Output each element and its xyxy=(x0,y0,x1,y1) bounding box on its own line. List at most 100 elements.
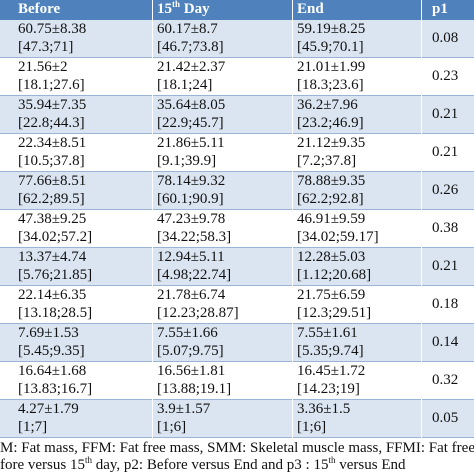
mean-sd: 3.9±1.57 xyxy=(157,401,211,417)
mean-sd: 21.86±5.11 xyxy=(157,135,225,151)
p-value: 0.14 xyxy=(432,334,459,350)
mean-sd: 13.37±4.74 xyxy=(18,249,87,265)
superscript: th xyxy=(172,0,181,9)
range: [12.3;29.51] xyxy=(297,305,372,321)
range: [13.83;16.7] xyxy=(18,381,93,397)
row-background xyxy=(0,400,474,438)
mean-sd: 36.2±7.96 xyxy=(297,97,358,113)
row-divider xyxy=(0,133,474,134)
p-value: 0.23 xyxy=(432,68,459,84)
p-value: 0.18 xyxy=(432,296,459,312)
mean-sd: 60.17±8.7 xyxy=(157,21,218,37)
range: [5.35;9.74] xyxy=(297,343,364,359)
range: [18.1;27.6] xyxy=(18,77,85,93)
range: [47.3;71] xyxy=(18,39,74,55)
mean-sd: 16.56±1.81 xyxy=(157,363,226,379)
mean-sd: 21.78±6.74 xyxy=(157,287,226,303)
mean-sd: 7.55±1.66 xyxy=(157,325,218,341)
p-value: 0.08 xyxy=(432,30,459,46)
text-segment: Before xyxy=(18,1,61,17)
mean-sd: 21.75±6.59 xyxy=(297,287,366,303)
column-divider xyxy=(292,0,293,438)
footnote-line: M: Fat mass, FFM: Fat free mass, SMM: Sk… xyxy=(0,440,474,457)
row-divider xyxy=(0,57,474,58)
header-cell: p1 xyxy=(432,1,448,18)
range: [7.2;37.8] xyxy=(297,153,357,169)
text-segment: p1 xyxy=(432,1,448,17)
row-divider xyxy=(0,361,474,362)
row-background xyxy=(0,20,474,58)
text-segment: Day xyxy=(180,1,210,17)
superscript: th xyxy=(84,455,92,465)
range: [5.07;9.75] xyxy=(157,343,224,359)
mean-sd: 47.23±9.78 xyxy=(157,211,226,227)
mean-sd: 22.14±6.35 xyxy=(18,287,87,303)
row-divider xyxy=(0,247,474,248)
text-segment: fore versus 15 xyxy=(0,457,85,473)
header-cell: 15th Day xyxy=(157,0,210,18)
p-value: 0.05 xyxy=(432,410,459,426)
mean-sd: 7.69±1.53 xyxy=(18,325,79,341)
range: [60.1;90.9] xyxy=(157,191,224,207)
range: [34.02;57.2] xyxy=(18,229,93,245)
mean-sd: 21.42±2.37 xyxy=(157,59,226,75)
range: [4.98;22.74] xyxy=(157,267,232,283)
p-value: 0.21 xyxy=(432,106,459,122)
p-value: 0.32 xyxy=(432,372,459,388)
mean-sd: 22.34±8.51 xyxy=(18,135,87,151)
row-divider xyxy=(0,209,474,210)
range: [22.8;44.3] xyxy=(18,115,85,131)
footnote-line: fore versus 15th day, p2: Before versus … xyxy=(0,455,406,474)
mean-sd: 35.94±7.35 xyxy=(18,97,87,113)
mean-sd: 78.14±9.32 xyxy=(157,173,226,189)
row-divider xyxy=(0,399,474,400)
text-segment: 15 xyxy=(157,1,172,17)
range: [1;6] xyxy=(157,419,187,435)
range: [5.76;21.85] xyxy=(18,267,93,283)
row-divider xyxy=(0,171,474,172)
range: [34.22;58.3] xyxy=(157,229,232,245)
p-value: 0.21 xyxy=(432,258,459,274)
range: [9.1;39.9] xyxy=(157,153,217,169)
range: [46.7;73.8] xyxy=(157,39,224,55)
text-segment: M: Fat mass, FFM: Fat free mass, SMM: Sk… xyxy=(0,440,474,456)
mean-sd: 21.01±1.99 xyxy=(297,59,366,75)
mean-sd: 35.64±8.05 xyxy=(157,97,226,113)
header-cell: End xyxy=(297,1,324,18)
mean-sd: 3.36±1.5 xyxy=(297,401,351,417)
range: [62.2;92.8] xyxy=(297,191,364,207)
row-background xyxy=(0,324,474,362)
row-divider xyxy=(0,95,474,96)
range: [18.3;23.6] xyxy=(297,77,364,93)
row-background xyxy=(0,172,474,210)
range: [5.45;9.35] xyxy=(18,343,85,359)
text-segment: day, p2: Before versus End and p3 : 15 xyxy=(92,457,329,473)
mean-sd: 7.55±1.61 xyxy=(297,325,358,341)
text-segment: versus End xyxy=(335,457,406,473)
range: [10.5;37.8] xyxy=(18,153,85,169)
row-divider xyxy=(0,323,474,324)
range: [13.88;19.1] xyxy=(157,381,232,397)
mean-sd: 4.27±1.79 xyxy=(18,401,79,417)
range: [23.2;46.9] xyxy=(297,115,364,131)
range: [34.02;59.17] xyxy=(297,229,379,245)
p-value: 0.21 xyxy=(432,144,459,160)
range: [1;6] xyxy=(297,419,327,435)
mean-sd: 77.66±8.51 xyxy=(18,173,87,189)
mean-sd: 78.88±9.35 xyxy=(297,173,366,189)
range: [18.1;24] xyxy=(157,77,213,93)
column-divider xyxy=(152,0,153,438)
mean-sd: 12.28±5.03 xyxy=(297,249,366,265)
range: [12.23;28.87] xyxy=(157,305,239,321)
range: [45.9;70.1] xyxy=(297,39,364,55)
range: [1.12;20.68] xyxy=(297,267,372,283)
mean-sd: 12.94±5.11 xyxy=(157,249,225,265)
row-divider xyxy=(0,437,474,438)
mean-sd: 59.19±8.25 xyxy=(297,21,366,37)
row-background xyxy=(0,248,474,286)
row-divider xyxy=(0,285,474,286)
mean-sd: 21.12±9.35 xyxy=(297,135,366,151)
superscript: th xyxy=(328,455,336,465)
mean-sd: 47.38±9.25 xyxy=(18,211,87,227)
